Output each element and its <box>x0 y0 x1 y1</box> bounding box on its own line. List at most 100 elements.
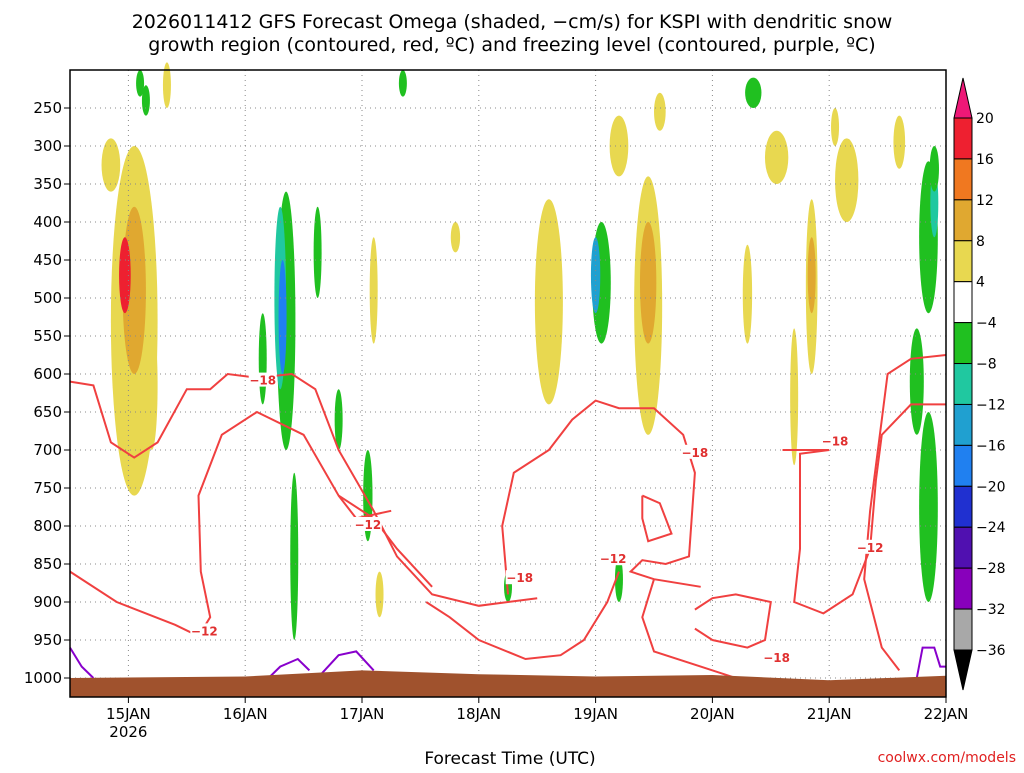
freezing-level-contour <box>267 657 311 679</box>
chart-title-line2: growth region (contoured, red, ºC) and f… <box>148 34 875 56</box>
y-tick-label: 800 <box>33 517 62 535</box>
colorbar-swatch <box>953 240 973 283</box>
contour-label: −18 <box>763 651 790 665</box>
plot-frame <box>69 69 947 698</box>
y-axis: 250 300 350 400 450 500 550 600 650 700 750 800 850 9… <box>24 99 70 687</box>
colorbar-swatch <box>953 199 973 242</box>
snow-growth-contour <box>694 593 772 649</box>
colorbar-swatch <box>953 567 973 610</box>
y-tick-label: 400 <box>33 213 62 231</box>
omega-shade <box>893 115 906 169</box>
omega-shade <box>831 108 840 146</box>
contour-label: −12 <box>857 541 884 555</box>
colorbar-label: −12 <box>976 397 1006 413</box>
colorbar-label: −24 <box>976 520 1006 536</box>
colorbar-bottom-arrow <box>953 649 973 691</box>
y-tick-label: 250 <box>33 99 62 117</box>
colorbar-swatch <box>953 322 973 365</box>
x-tick-label: 16JAN <box>223 705 268 723</box>
contour-label-bg <box>599 551 628 566</box>
y-tick-label: 700 <box>33 441 62 459</box>
x-tick-label: 19JAN <box>573 705 618 723</box>
omega-shade <box>369 237 378 344</box>
x-tick-label: 20JAN <box>690 705 735 723</box>
omega-shade <box>742 244 753 344</box>
credit-link[interactable]: coolwx.com/models <box>878 750 1016 766</box>
snow-growth-contour <box>69 410 433 638</box>
omega-shade <box>745 77 762 109</box>
omega-shade <box>919 412 938 602</box>
colorbar-label: 12 <box>976 193 994 209</box>
contour-label-bg <box>190 623 219 638</box>
contour-label-bg <box>762 650 791 664</box>
freezing-level-contour <box>915 646 946 679</box>
y-tick-label: 550 <box>33 327 62 345</box>
colorbar-label: −32 <box>976 602 1006 618</box>
colorbar-legend: 20 16 12 8 4 −4 −8 −12 −16 −20 −24 −28 −32 −36 <box>953 77 1006 691</box>
x-tick-sublabel: 2026 <box>109 723 147 741</box>
omega-shade <box>119 237 131 314</box>
y-tick-label: 750 <box>33 479 62 497</box>
y-tick-label: 650 <box>33 403 62 421</box>
colorbar-label: 20 <box>976 111 994 127</box>
contour-label: −12 <box>354 518 381 532</box>
colorbar-label: 4 <box>976 275 985 291</box>
snow-growth-contour <box>863 354 947 672</box>
colorbar-label: −4 <box>976 316 997 332</box>
omega-shade <box>764 130 789 184</box>
y-tick-label: 600 <box>33 365 62 383</box>
colorbar-swatch <box>953 403 973 446</box>
contour-label: −12 <box>600 552 627 566</box>
omega-shade <box>290 472 299 640</box>
y-tick-label: 950 <box>33 631 62 649</box>
omega-shade <box>534 199 563 405</box>
contour-label-bg <box>680 444 709 459</box>
chart-title-line1: 2026011412 GFS Forecast Omega (shaded, −… <box>132 11 893 33</box>
y-tick-label: 450 <box>33 251 62 269</box>
colorbar-swatch <box>953 444 973 487</box>
y-tick-label: 300 <box>33 137 62 155</box>
snow-growth-contour <box>782 403 946 615</box>
omega-shade <box>334 389 343 450</box>
omega-shade <box>639 221 657 344</box>
colorbar-label: −16 <box>976 438 1006 454</box>
omega-shade <box>162 62 171 108</box>
snow-growth-contour <box>501 399 701 595</box>
colorbar-label: −28 <box>976 561 1006 577</box>
x-tick-label: 15JAN <box>106 705 151 723</box>
contour-label: −18 <box>681 446 708 460</box>
y-tick-label: 350 <box>33 175 62 193</box>
contour-label: −18 <box>249 374 276 388</box>
x-tick-label: 17JAN <box>340 705 385 723</box>
colorbar-swatch <box>953 608 973 651</box>
colorbar-label: −8 <box>976 357 997 373</box>
colorbar-label: 16 <box>976 152 994 168</box>
snow-growth-contour <box>425 571 620 661</box>
y-tick-label: 900 <box>33 593 62 611</box>
omega-shade <box>398 70 407 97</box>
omega-shade <box>136 70 145 97</box>
omega-shade <box>145 320 158 450</box>
contour-label-bg <box>353 517 382 531</box>
omega-shade <box>835 138 859 222</box>
y-tick-label: 1000 <box>24 669 62 687</box>
x-tick-label: 18JAN <box>456 705 501 723</box>
omega-shade <box>929 146 939 192</box>
omega-shade <box>614 556 623 602</box>
contour-label-bg <box>505 570 534 585</box>
omega-shade <box>807 237 816 314</box>
omega-shade <box>141 85 150 116</box>
colorbar-top-arrow <box>953 77 973 119</box>
x-tick-label: 21JAN <box>807 705 852 723</box>
contour-label-bg <box>856 539 885 554</box>
contour-label: −18 <box>822 434 849 448</box>
omega-shade <box>258 313 267 405</box>
colorbar-swatch <box>953 281 973 324</box>
colorbar-label: −36 <box>976 643 1006 659</box>
colorbar-label: 8 <box>976 234 985 250</box>
x-tick-label: 22JAN <box>924 705 969 723</box>
colorbar-swatch <box>953 363 973 405</box>
omega-shade <box>313 206 322 298</box>
